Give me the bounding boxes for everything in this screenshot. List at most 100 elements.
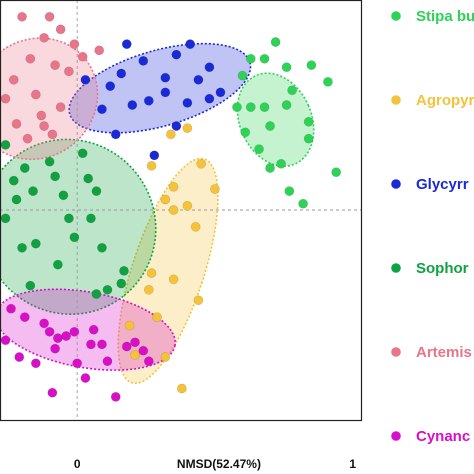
point-cynanc-19 [14, 352, 25, 362]
point-sophor-0 [8, 175, 19, 186]
point-artemis-11 [30, 89, 41, 100]
legend-label-artemis: Artemis [416, 344, 472, 361]
point-agropyr-4 [196, 158, 207, 169]
point-artemis-9 [77, 51, 88, 62]
point-agropyr-10 [193, 295, 204, 306]
point-cynanc-9 [121, 341, 132, 352]
point-glycyrr-19 [149, 150, 160, 161]
point-artemis-4 [39, 32, 49, 43]
point-sophor-17 [17, 242, 27, 253]
point-glycyrr-9 [204, 62, 215, 73]
point-agropyr-2 [165, 129, 176, 140]
point-sophor-23 [0, 213, 11, 224]
point-sophor-12 [77, 148, 88, 159]
point-glycyrr-16 [97, 104, 107, 115]
point-agropyr-9 [168, 274, 179, 285]
point-stipa-bu-7 [259, 102, 270, 112]
point-sophor-13 [91, 186, 102, 196]
point-cynanc-12 [143, 356, 154, 367]
point-cynanc-8 [102, 356, 113, 367]
point-glycyrr-13 [160, 87, 171, 98]
point-sophor-1 [0, 139, 11, 150]
point-glycyrr-2 [116, 68, 127, 79]
point-sophor-2 [19, 163, 30, 173]
legend-label-agropyr: Agropyr [416, 92, 474, 109]
x-tick-label-1: 1 [349, 457, 356, 471]
point-sophor-22 [119, 265, 129, 276]
point-cynanc-22 [88, 324, 99, 335]
point-stipa-bu-20 [331, 167, 342, 178]
point-cynanc-11 [138, 345, 149, 356]
point-artemis-17 [0, 93, 11, 104]
point-cynanc-1 [19, 312, 30, 322]
point-stipa-bu-1 [245, 53, 256, 64]
point-stipa-bu-13 [284, 186, 295, 196]
point-glycyrr-5 [160, 72, 171, 83]
legend-marker-sophor [391, 263, 401, 273]
point-stipa-bu-19 [323, 77, 333, 87]
point-artemis-0 [17, 11, 27, 22]
legend-marker-cynanc [391, 431, 401, 441]
point-artemis-10 [94, 45, 105, 56]
point-sophor-11 [83, 173, 94, 184]
point-stipa-bu-10 [254, 144, 264, 154]
point-agropyr-6 [160, 194, 171, 205]
point-cynanc-6 [86, 339, 96, 350]
point-stipa-bu-16 [287, 85, 298, 96]
point-cynanc-14 [50, 343, 61, 354]
point-agropyr-8 [210, 184, 220, 194]
point-stipa-bu-2 [259, 53, 270, 64]
point-cynanc-2 [44, 326, 55, 337]
point-sophor-16 [52, 259, 63, 270]
point-cynanc-20 [0, 335, 11, 346]
point-artemis-12 [36, 110, 47, 121]
point-artemis-5 [25, 53, 36, 64]
point-stipa-bu-9 [240, 127, 251, 138]
point-glycyrr-10 [215, 87, 226, 98]
point-cynanc-18 [80, 373, 91, 383]
point-artemis-7 [63, 66, 74, 77]
point-sophor-8 [50, 171, 61, 182]
point-sophor-3 [28, 186, 38, 196]
point-glycyrr-18 [171, 121, 182, 131]
point-stipa-bu-11 [265, 163, 275, 173]
point-agropyr-14 [176, 383, 187, 394]
point-glycyrr-14 [143, 95, 154, 106]
point-agropyr-5 [182, 200, 193, 211]
point-agropyr-12 [143, 284, 154, 295]
point-agropyr-17 [152, 312, 162, 322]
point-stipa-bu-3 [270, 37, 281, 47]
point-artemis-18 [47, 129, 58, 140]
point-agropyr-16 [130, 349, 140, 360]
point-stipa-bu-6 [245, 102, 256, 112]
point-sophor-15 [97, 242, 107, 253]
point-artemis-6 [50, 60, 61, 70]
point-cynanc-10 [130, 337, 140, 348]
point-artemis-1 [44, 11, 55, 22]
point-glycyrr-1 [105, 81, 116, 91]
point-stipa-bu-21 [281, 100, 292, 110]
x-axis-label: NMSD(52.47%) [177, 457, 261, 471]
point-sophor-10 [69, 232, 80, 243]
point-sophor-14 [86, 213, 96, 224]
point-cynanc-17 [110, 391, 121, 402]
point-sophor-9 [63, 213, 74, 224]
point-artemis-8 [8, 74, 19, 85]
point-stipa-bu-8 [265, 121, 275, 131]
point-cynanc-5 [69, 326, 80, 337]
point-glycyrr-3 [121, 39, 132, 49]
legend-marker-glycyrr [391, 179, 401, 189]
point-sophor-4 [11, 194, 22, 205]
point-glycyrr-11 [204, 93, 215, 104]
point-stipa-bu-17 [303, 116, 314, 127]
point-agropyr-11 [146, 268, 157, 278]
point-glycyrr-15 [127, 100, 138, 110]
point-cynanc-0 [6, 303, 16, 314]
point-glycyrr-6 [171, 49, 182, 60]
ellipse-agropyr [117, 157, 219, 385]
point-agropyr-13 [160, 352, 171, 362]
point-cynanc-7 [97, 339, 107, 350]
point-sophor-7 [58, 190, 69, 201]
point-glycyrr-8 [193, 74, 204, 85]
